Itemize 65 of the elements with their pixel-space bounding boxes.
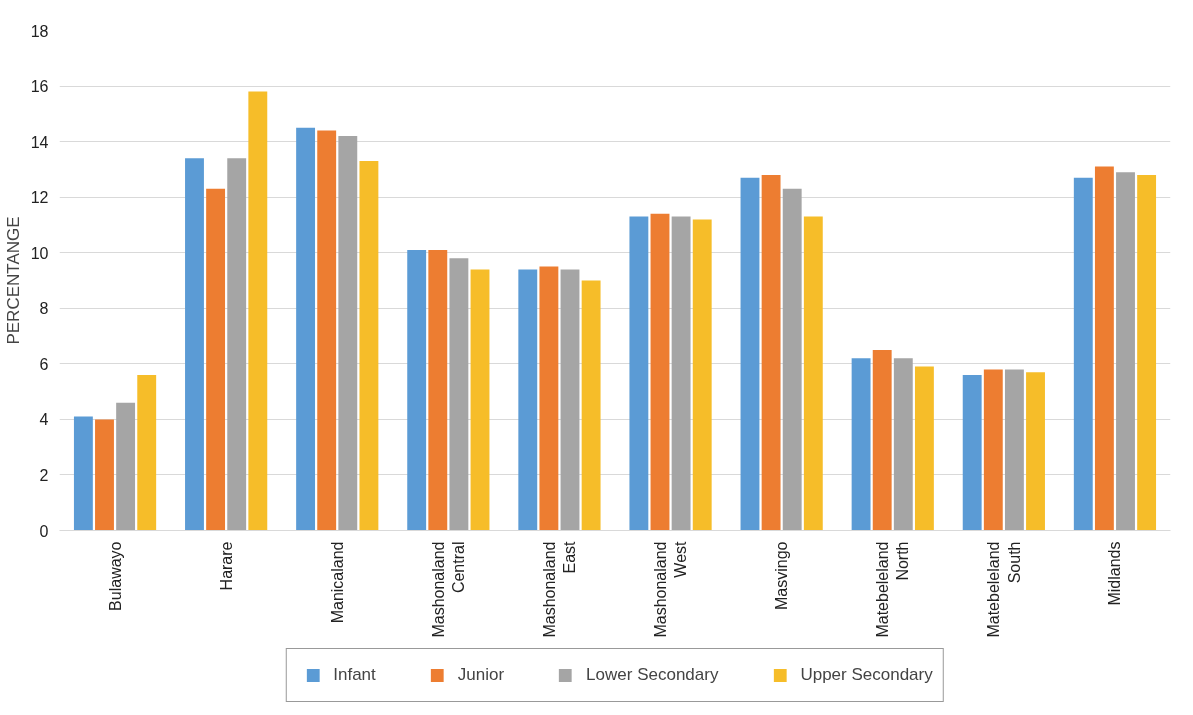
legend-label: Lower Secondary: [586, 665, 719, 685]
x-tick-label: Manicaland: [328, 541, 346, 624]
bar: [1116, 172, 1135, 531]
x-tick-label: Mashonaland East: [540, 540, 579, 638]
x-tick-label: Matebeleland South: [985, 541, 1023, 638]
x-tick-label: Masvingo: [773, 541, 791, 610]
y-tick-label: 6: [39, 355, 49, 373]
bar: [539, 266, 559, 531]
y-tick-label: 18: [30, 22, 49, 40]
x-tick-label: Mashonaland West: [651, 540, 690, 638]
y-tick-label: 12: [30, 189, 49, 207]
bar: [761, 174, 781, 531]
y-tick-label: 16: [30, 78, 49, 96]
x-tick-label: Matebeleland North: [874, 541, 912, 638]
bar: [1004, 369, 1024, 531]
bar: [962, 374, 982, 531]
bar: [851, 358, 871, 531]
bar: [227, 158, 247, 531]
bar: [518, 269, 538, 531]
legend-label: Infant: [333, 665, 376, 685]
bar: [1094, 166, 1114, 531]
bar: [803, 216, 823, 531]
y-tick-label: 14: [30, 133, 49, 151]
bar: [470, 269, 490, 531]
bar: [650, 213, 670, 531]
bar: [581, 280, 601, 531]
bar: [428, 249, 448, 531]
bar: [116, 402, 136, 531]
y-tick-label: 2: [39, 466, 49, 484]
bar: [296, 127, 316, 531]
bar: [782, 188, 802, 531]
legend-label: Upper Secondary: [800, 665, 933, 685]
bar: [740, 177, 760, 531]
y-axis-title: PERCENTANGE: [3, 216, 23, 345]
bar: [914, 366, 934, 531]
x-tick-label: Bulawayo: [106, 541, 124, 611]
bar: [248, 91, 268, 531]
bar: [73, 416, 93, 531]
bar: [407, 249, 427, 531]
y-tick-label: 8: [39, 300, 49, 318]
bar: [449, 258, 469, 531]
x-tick-label: Harare: [217, 541, 235, 591]
bar: [359, 161, 379, 531]
bar: [206, 188, 226, 531]
bar: [1026, 372, 1045, 531]
bar: [692, 219, 712, 531]
x-tick-label: Mashonaland Central: [429, 541, 468, 638]
x-tick-label: Midlands: [1106, 541, 1124, 606]
bar: [317, 130, 337, 531]
legend-label: Junior: [457, 665, 505, 685]
bar: [629, 216, 649, 531]
bar: [983, 369, 1003, 531]
y-tick-label: 4: [39, 411, 49, 429]
bar: [872, 349, 892, 531]
bar: [1073, 177, 1093, 531]
bar: [95, 419, 114, 531]
bar: [1137, 174, 1157, 531]
bar: [185, 158, 204, 531]
y-tick-label: 10: [30, 244, 49, 262]
y-tick-label: 0: [39, 522, 49, 540]
bar: [560, 269, 580, 531]
bar: [671, 216, 691, 531]
bar: [137, 374, 157, 531]
bar: [338, 136, 358, 531]
bar: [893, 358, 913, 531]
